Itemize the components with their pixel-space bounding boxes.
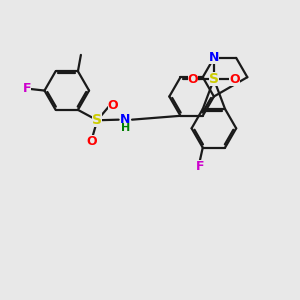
Text: H: H — [121, 123, 130, 133]
Text: N: N — [120, 112, 130, 126]
Text: O: O — [230, 73, 240, 86]
Text: O: O — [108, 99, 118, 112]
Text: S: S — [209, 72, 219, 86]
Text: O: O — [188, 73, 198, 86]
Text: F: F — [22, 82, 31, 95]
Text: O: O — [86, 135, 97, 148]
Text: S: S — [92, 113, 102, 127]
Text: N: N — [209, 51, 219, 64]
Text: F: F — [196, 160, 204, 173]
